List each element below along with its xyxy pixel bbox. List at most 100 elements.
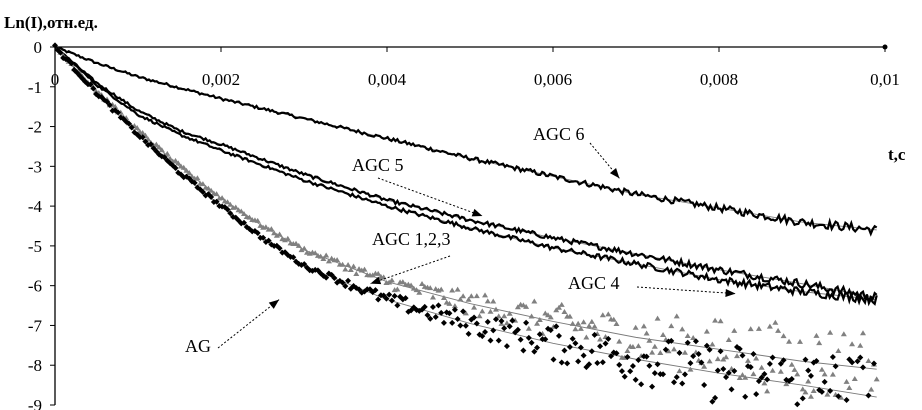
y-axis-title: Ln(I),отн.ед. — [4, 13, 98, 32]
data-point — [232, 204, 239, 210]
data-point — [334, 257, 341, 263]
series-markers — [52, 42, 880, 400]
data-point — [106, 102, 113, 109]
data-point — [775, 327, 782, 333]
data-point — [566, 313, 573, 319]
data-point — [854, 358, 861, 365]
data-point — [345, 261, 352, 267]
data-point — [873, 376, 880, 382]
data-point — [769, 354, 776, 361]
data-point — [361, 266, 368, 272]
data-point — [742, 393, 749, 400]
data-point — [254, 217, 261, 223]
data-point — [432, 313, 439, 320]
data-point — [827, 329, 834, 335]
data-point — [293, 240, 300, 246]
data-point — [764, 376, 771, 383]
data-point — [728, 386, 735, 393]
data-point — [739, 372, 746, 378]
data-point — [460, 293, 467, 299]
data-point — [665, 348, 672, 354]
data-point — [813, 332, 820, 338]
data-point — [758, 374, 765, 381]
x-tick-label: 0,004 — [368, 70, 407, 89]
series-markers — [52, 42, 877, 408]
data-point — [419, 281, 426, 287]
data-point — [575, 358, 582, 365]
data-point — [427, 315, 434, 322]
data-point — [224, 206, 231, 213]
x-tick-label: 0 — [51, 70, 60, 89]
data-point — [547, 314, 554, 320]
data-point — [681, 371, 688, 378]
data-point — [668, 323, 675, 329]
annotation-arrow — [217, 299, 280, 349]
data-point — [325, 258, 332, 264]
x-tick-label: 0,008 — [700, 70, 738, 89]
data-point — [566, 344, 573, 351]
data-point — [753, 355, 760, 361]
data-point — [194, 175, 201, 181]
data-point — [172, 165, 179, 172]
data-point — [205, 185, 212, 191]
data-point — [402, 295, 409, 302]
data-point — [465, 330, 472, 337]
data-point — [734, 353, 741, 359]
data-point — [865, 392, 872, 399]
data-point — [553, 323, 560, 330]
data-point — [369, 272, 376, 278]
data-point — [843, 378, 850, 384]
data-point — [676, 368, 683, 374]
data-point — [268, 226, 275, 232]
data-point — [416, 289, 423, 295]
data-point — [208, 187, 215, 193]
data-point — [731, 368, 738, 375]
data-point — [114, 109, 121, 116]
data-point — [408, 282, 415, 288]
fit-line — [54, 46, 877, 231]
data-point — [462, 322, 469, 329]
data-point — [240, 219, 247, 226]
data-point — [577, 325, 584, 331]
data-point — [57, 49, 64, 56]
data-point — [687, 360, 694, 367]
data-point — [870, 360, 877, 367]
data-point — [449, 319, 456, 326]
data-point — [506, 323, 513, 330]
data-point — [219, 195, 226, 201]
data-point — [794, 401, 801, 408]
data-point — [339, 261, 346, 267]
data-point — [457, 322, 464, 329]
data-point — [624, 354, 631, 361]
data-point — [684, 339, 691, 346]
data-point — [391, 292, 398, 299]
data-point — [865, 358, 872, 364]
data-point — [139, 134, 146, 141]
data-point — [703, 342, 710, 349]
data-point — [802, 389, 809, 395]
data-point — [254, 229, 261, 236]
data-point — [687, 366, 694, 372]
data-point — [605, 311, 612, 317]
data-point — [673, 313, 680, 319]
y-tick-label: 0 — [34, 38, 43, 57]
data-point — [783, 381, 790, 387]
data-point — [495, 337, 502, 344]
data-point — [766, 360, 773, 367]
data-point — [714, 367, 721, 374]
data-point — [802, 356, 809, 363]
data-point — [616, 338, 623, 344]
data-point — [317, 253, 324, 259]
x-tick-label: 0,01 — [870, 70, 900, 89]
data-point — [262, 224, 269, 230]
y-tick-label: -6 — [28, 277, 42, 296]
data-point — [805, 367, 812, 374]
data-point — [273, 232, 280, 238]
data-point — [577, 344, 584, 351]
data-point — [786, 338, 793, 344]
annotation-arrow — [636, 286, 736, 295]
data-point — [295, 242, 302, 248]
data-point — [90, 85, 97, 92]
data-point — [345, 277, 352, 284]
data-point — [660, 371, 667, 378]
